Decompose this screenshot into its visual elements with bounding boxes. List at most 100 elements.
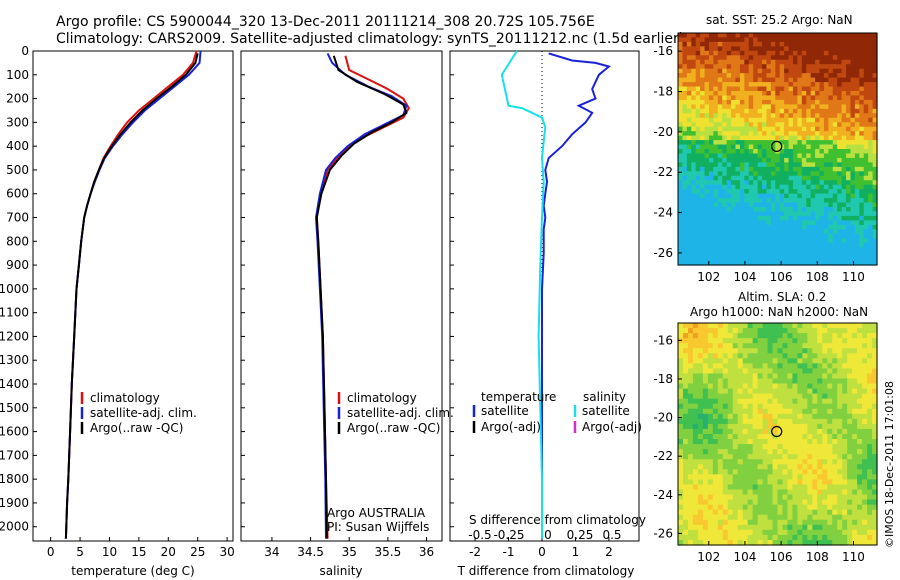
map-cell — [726, 68, 732, 74]
map-cell — [766, 233, 772, 239]
map-cell — [807, 499, 813, 506]
map-cell — [788, 77, 794, 83]
map-cell — [722, 215, 728, 221]
map-cell — [819, 73, 825, 79]
map-cell — [801, 86, 807, 92]
map-cell — [857, 454, 863, 460]
map-cell — [832, 489, 838, 496]
map-cell — [797, 393, 803, 400]
map-cell — [779, 95, 785, 101]
map-cell — [772, 418, 779, 425]
map-cell — [812, 514, 818, 521]
map-cell — [748, 50, 754, 56]
map-cell — [712, 499, 719, 506]
map-cell — [801, 175, 807, 181]
map-cell — [697, 373, 704, 380]
map-cell — [867, 449, 873, 455]
map-cell — [784, 50, 790, 56]
map-cell — [770, 135, 776, 141]
map-cell — [713, 55, 719, 61]
map-cell — [823, 184, 829, 190]
map-cell — [692, 393, 699, 400]
map-cell — [859, 131, 865, 137]
map-cell — [806, 68, 812, 74]
map-cell — [837, 229, 843, 235]
map-cell — [863, 50, 869, 56]
map-cell — [695, 73, 701, 79]
map-cell — [801, 46, 807, 52]
map-cell — [782, 343, 789, 349]
map-cell — [812, 529, 818, 536]
map-cell — [847, 529, 853, 536]
map-cell — [717, 519, 724, 526]
map-cell — [742, 358, 749, 364]
depth-tick-label: 900 — [6, 258, 29, 272]
map-cell — [872, 215, 878, 221]
map-cell — [854, 131, 860, 137]
map-cell — [762, 149, 768, 155]
map-cell — [817, 534, 823, 541]
map-cell — [735, 46, 741, 52]
map-cell — [832, 260, 838, 266]
map-cell — [782, 474, 789, 481]
map-cell — [817, 323, 823, 329]
map-cell — [708, 242, 714, 248]
map-cell — [726, 135, 732, 141]
map-cell — [707, 539, 714, 546]
map-cell — [770, 220, 776, 226]
map-cell — [753, 135, 759, 141]
map-cell — [766, 126, 772, 132]
map-cell — [807, 509, 813, 516]
map-cell — [753, 104, 759, 110]
map-cell — [732, 529, 739, 536]
map-cell — [704, 95, 710, 101]
map-cell — [815, 50, 821, 56]
map-cell — [872, 449, 878, 455]
map-cell — [744, 82, 750, 88]
map-cell — [782, 328, 789, 334]
map-cell — [686, 162, 692, 168]
map-cell — [717, 77, 723, 83]
map-cell — [868, 171, 874, 177]
map-cell — [832, 534, 838, 541]
map-cell — [691, 50, 697, 56]
lat-tick-label: -18 — [653, 372, 673, 386]
map-cell — [731, 198, 737, 204]
map-cell — [691, 41, 697, 47]
map-cell — [852, 418, 858, 425]
map-cell — [810, 37, 816, 43]
map-cell — [827, 393, 833, 400]
map-cell — [868, 229, 874, 235]
map-cell — [782, 524, 789, 531]
map-cell — [762, 393, 769, 400]
map-cell — [767, 338, 774, 344]
map-cell — [841, 117, 847, 123]
map-cell — [691, 113, 697, 119]
map-cell — [702, 368, 709, 375]
map-cell — [695, 149, 701, 155]
map-cell — [697, 479, 704, 486]
map-cell — [739, 233, 745, 239]
map-cell — [727, 333, 734, 339]
map-cell — [717, 333, 724, 339]
map-cell — [732, 459, 739, 465]
map-cell — [762, 122, 768, 128]
map-cell — [806, 82, 812, 88]
map-cell — [752, 434, 759, 440]
map-cell — [854, 55, 860, 61]
map-cell — [748, 175, 754, 181]
map-cell — [837, 184, 843, 190]
map-cell — [810, 104, 816, 110]
map-cell — [727, 469, 734, 475]
map-cell — [722, 99, 728, 105]
map-cell — [766, 238, 772, 244]
map-cell — [810, 140, 816, 146]
map-cell — [823, 95, 829, 101]
map-cell — [717, 373, 724, 380]
map-cell — [872, 454, 878, 460]
map-cell — [859, 104, 865, 110]
map-cell — [757, 519, 764, 526]
map-cell — [862, 348, 868, 354]
map-cell — [757, 260, 763, 266]
map-cell — [762, 37, 768, 43]
